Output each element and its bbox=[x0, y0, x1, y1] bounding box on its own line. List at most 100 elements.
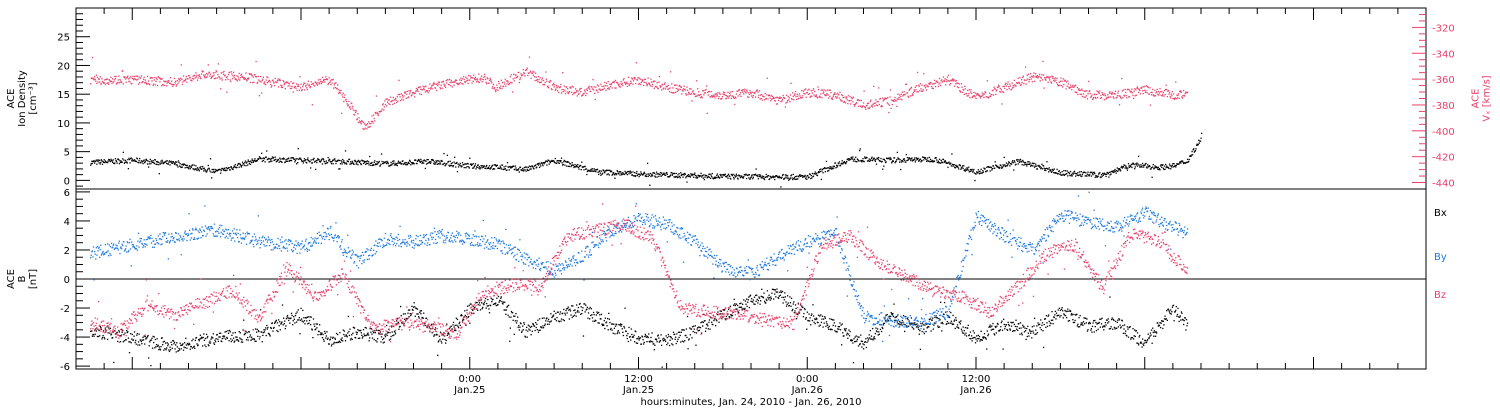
velocity-point bbox=[732, 95, 734, 98]
density-point bbox=[822, 172, 824, 174]
bx-point bbox=[535, 321, 537, 324]
velocity-point bbox=[153, 79, 155, 81]
density-point bbox=[575, 165, 577, 168]
velocity-point bbox=[160, 78, 162, 81]
density-point bbox=[186, 166, 188, 169]
density-point bbox=[412, 162, 414, 164]
velocity-point bbox=[536, 79, 538, 82]
density-point bbox=[249, 163, 252, 166]
velocity-point bbox=[751, 95, 753, 97]
velocity-point bbox=[549, 81, 551, 84]
bx-point bbox=[348, 330, 350, 333]
velocity-point bbox=[245, 79, 248, 81]
velocity-point bbox=[658, 81, 660, 83]
bx-point bbox=[456, 318, 459, 321]
bx-point bbox=[381, 333, 383, 335]
density-point bbox=[676, 176, 678, 178]
density-point bbox=[719, 173, 721, 176]
velocity-point bbox=[917, 91, 919, 93]
velocity-point bbox=[580, 90, 582, 93]
density-point bbox=[830, 168, 833, 170]
density-point bbox=[1115, 172, 1117, 174]
velocity-point bbox=[361, 120, 364, 123]
velocity-point bbox=[610, 84, 612, 86]
density-point bbox=[329, 159, 331, 161]
density-point bbox=[453, 161, 455, 163]
velocity-point bbox=[697, 94, 699, 96]
bx-point bbox=[137, 341, 140, 343]
velocity-point bbox=[863, 90, 865, 92]
velocity-point bbox=[923, 72, 925, 75]
velocity-point bbox=[578, 89, 581, 91]
velocity-point bbox=[472, 77, 474, 79]
density-point bbox=[253, 160, 255, 162]
bx-point bbox=[508, 304, 510, 307]
bx-point bbox=[394, 331, 396, 333]
density-point bbox=[168, 160, 171, 162]
density-point bbox=[679, 175, 681, 178]
bx-point bbox=[407, 312, 409, 314]
bx-point bbox=[272, 327, 275, 329]
velocity-point bbox=[161, 78, 163, 80]
density-point bbox=[1040, 167, 1042, 169]
velocity-point bbox=[1109, 91, 1111, 93]
bx-point bbox=[212, 337, 214, 339]
velocity-point bbox=[450, 85, 452, 87]
velocity-point bbox=[192, 75, 194, 77]
velocity-point bbox=[639, 78, 641, 80]
bx-point bbox=[447, 332, 450, 334]
density-point bbox=[1174, 165, 1176, 167]
bx-point bbox=[299, 333, 301, 335]
velocity-point bbox=[684, 89, 686, 91]
bx-point bbox=[538, 318, 541, 320]
velocity-point bbox=[287, 85, 289, 87]
bx-point bbox=[107, 332, 109, 334]
velocity-point bbox=[301, 88, 303, 91]
bx-point bbox=[500, 296, 502, 298]
density-point bbox=[90, 163, 92, 165]
bx-point bbox=[312, 318, 315, 320]
density-point bbox=[316, 161, 318, 164]
density-point bbox=[720, 176, 722, 178]
density-point bbox=[1126, 167, 1128, 170]
velocity-point bbox=[1084, 90, 1086, 92]
density-point bbox=[366, 162, 368, 165]
density-point bbox=[468, 166, 470, 168]
velocity-point bbox=[1050, 82, 1053, 84]
bx-point bbox=[295, 321, 298, 323]
density-point bbox=[387, 162, 389, 165]
velocity-point bbox=[429, 83, 431, 85]
velocity-point bbox=[278, 79, 280, 81]
velocity-point bbox=[1006, 83, 1009, 85]
velocity-point bbox=[626, 85, 628, 88]
bx-point bbox=[301, 318, 303, 320]
bx-point bbox=[90, 330, 92, 332]
density-point bbox=[457, 163, 459, 165]
density-point bbox=[948, 161, 950, 163]
velocity-point bbox=[349, 108, 352, 110]
density-point bbox=[858, 160, 860, 162]
density-point bbox=[988, 166, 991, 168]
velocity-point bbox=[689, 88, 691, 90]
velocity-point bbox=[182, 75, 185, 77]
velocity-point bbox=[360, 121, 362, 123]
velocity-point bbox=[713, 94, 715, 96]
density-point bbox=[612, 173, 614, 175]
density-point bbox=[692, 173, 694, 176]
density-point bbox=[825, 167, 827, 170]
bx-point bbox=[182, 343, 184, 345]
bx-point bbox=[172, 340, 175, 342]
density-point bbox=[343, 161, 346, 164]
velocity-point bbox=[860, 105, 862, 107]
bx-point bbox=[571, 305, 573, 307]
density-point bbox=[1075, 175, 1077, 177]
velocity-point bbox=[821, 96, 823, 99]
density-point bbox=[742, 176, 744, 178]
density-point bbox=[799, 174, 801, 176]
velocity-point bbox=[231, 73, 233, 75]
density-point bbox=[605, 169, 608, 171]
velocity-point bbox=[383, 109, 385, 111]
bx-point bbox=[398, 328, 400, 330]
bx-point bbox=[341, 337, 343, 339]
bx-point bbox=[351, 334, 353, 336]
